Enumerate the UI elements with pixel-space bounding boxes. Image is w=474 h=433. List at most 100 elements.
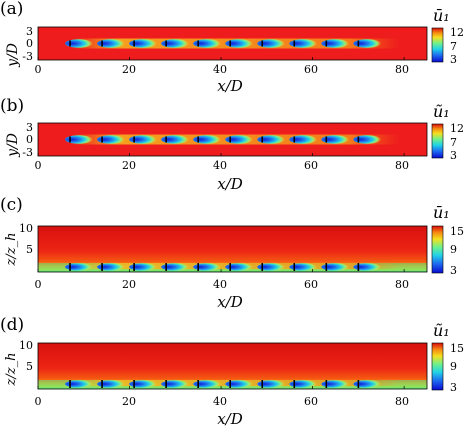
turbine-wake — [65, 135, 94, 144]
colorbar: ū₁ 12 7 3 — [431, 6, 464, 66]
turbine-wake — [225, 135, 254, 144]
y-tick-label: 0 — [26, 133, 33, 146]
x-axis-label: x/D — [217, 77, 243, 95]
x-tick-label: 0 — [35, 63, 42, 76]
turbine-wake — [161, 380, 190, 388]
colorbar-gradient — [431, 342, 444, 391]
x-tick-label: 20 — [122, 395, 136, 408]
turbine-wake — [129, 263, 158, 271]
y-tick-label: 10 — [19, 339, 33, 352]
y-tick-labels: 10 5 — [19, 222, 33, 256]
turbine-wake — [97, 39, 126, 48]
colorbar-tick-label: 9 — [450, 243, 457, 256]
x-tick-label: 0 — [35, 278, 42, 291]
y-tick-label: -3 — [22, 50, 33, 63]
panel-label: (b) — [0, 96, 24, 116]
y-tick-label: 0 — [26, 37, 33, 50]
turbine-wake — [321, 135, 350, 144]
x-tick-label: 0 — [35, 159, 42, 172]
turbine-wake — [353, 380, 382, 388]
panel-label: (d) — [0, 315, 24, 335]
turbine-wake — [97, 263, 126, 271]
colorbar-gradient — [431, 27, 444, 63]
x-tick-label: 40 — [213, 63, 227, 76]
panel-d: (d) z/z_h 10 5 0 20 40 60 80 x/D ũ₁ 15 9… — [0, 315, 464, 428]
turbine-wake — [289, 380, 318, 388]
colorbar-gradient — [431, 225, 444, 274]
colorbar-tick-label: 3 — [450, 149, 457, 162]
y-axis-label: z/z_h — [4, 353, 19, 387]
turbine-wake — [257, 39, 286, 48]
colorbar-gradient — [431, 123, 444, 159]
turbine-wake — [193, 380, 222, 388]
y-axis-label: y/D — [5, 133, 21, 158]
plot-frame — [37, 122, 428, 157]
colorbar-tick-label: 3 — [450, 53, 457, 66]
turbine-wake — [161, 39, 190, 48]
colorbar-tick-label: 15 — [450, 225, 464, 238]
x-tick-label: 60 — [304, 278, 318, 291]
x-axis-label: x/D — [217, 175, 243, 193]
x-tick-label: 80 — [395, 395, 409, 408]
colorbar: ũ₁ 15 9 3 — [431, 321, 464, 394]
x-tick-label: 60 — [304, 63, 318, 76]
x-tick-labels: 0 20 40 60 80 — [35, 278, 410, 291]
colorbar-tick-label: 3 — [450, 381, 457, 394]
x-tick-label: 60 — [304, 395, 318, 408]
y-tick-label: 10 — [19, 222, 33, 235]
turbine-wake — [353, 263, 382, 271]
colorbar-label: ū₁ — [433, 6, 450, 25]
heatmap-plot — [37, 122, 428, 157]
heatmap-plot — [37, 26, 428, 61]
panel-label: (a) — [0, 0, 23, 19]
turbine-wake — [193, 39, 222, 48]
y-axis-label: z/z_h — [4, 233, 19, 267]
turbine-wake — [97, 135, 126, 144]
turbine-wake — [289, 135, 318, 144]
turbine-wake — [353, 39, 382, 48]
colorbar: ũ₁ 12 7 3 — [431, 102, 464, 162]
x-tick-labels: 0 20 40 60 80 — [35, 63, 410, 76]
heatmap-plot — [37, 342, 428, 390]
colorbar-tick-label: 3 — [450, 264, 457, 277]
x-tick-label: 40 — [213, 278, 227, 291]
colorbar-tick-label: 7 — [450, 136, 457, 149]
colorbar-tick-label: 15 — [450, 342, 464, 355]
x-tick-label: 80 — [395, 63, 409, 76]
turbine-wake — [321, 39, 350, 48]
colorbar: ū₁ 15 9 3 — [431, 203, 464, 277]
panel-c: (c) z/z_h 10 5 0 20 40 60 80 x/D ū₁ 15 9… — [0, 195, 464, 311]
turbine-wake — [193, 135, 222, 144]
y-tick-labels: 10 5 — [19, 339, 33, 373]
turbine-wake — [353, 135, 382, 144]
y-axis-label: y/D — [5, 43, 21, 68]
plot-frame — [37, 342, 428, 390]
x-tick-label: 80 — [395, 159, 409, 172]
turbine-wake — [289, 39, 318, 48]
turbine-wake — [65, 39, 94, 48]
turbine-wake — [161, 263, 190, 271]
turbine-wake — [225, 39, 254, 48]
x-tick-label: 40 — [213, 395, 227, 408]
y-tick-label: 5 — [26, 243, 33, 256]
turbine-wake — [321, 380, 350, 388]
turbine-wake — [289, 263, 318, 271]
colorbar-label: ũ₁ — [433, 102, 450, 121]
panel-a: (a) y/D 3 0 -3 0 20 40 60 80 x/D ū₁ 12 7… — [0, 0, 464, 95]
turbine-wake — [97, 380, 126, 388]
turbine-wake — [193, 263, 222, 271]
turbine-wake — [129, 380, 158, 388]
colorbar-tick-label: 12 — [450, 122, 464, 135]
colorbar-label: ũ₁ — [433, 321, 450, 340]
x-tick-label: 0 — [35, 395, 42, 408]
y-tick-labels: 3 0 -3 — [22, 121, 33, 159]
plot-frame — [37, 225, 428, 273]
x-tick-label: 60 — [304, 159, 318, 172]
turbine-wake — [65, 380, 94, 388]
turbine-wake — [225, 380, 254, 388]
panel-b: (b) y/D 3 0 -3 0 20 40 60 80 x/D ũ₁ 12 7… — [0, 96, 464, 193]
turbine-wake — [129, 39, 158, 48]
panel-label: (c) — [0, 195, 23, 215]
plot-frame — [37, 26, 428, 61]
